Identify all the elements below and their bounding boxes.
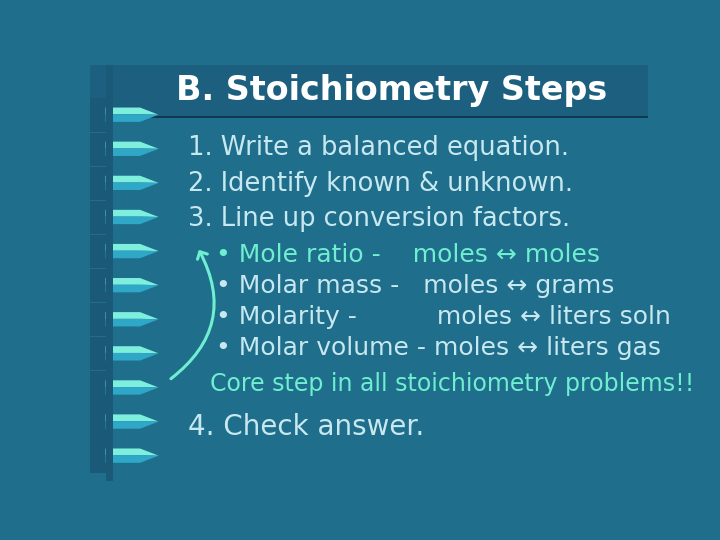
Polygon shape — [106, 319, 158, 326]
FancyBboxPatch shape — [90, 235, 106, 268]
Text: 3. Line up conversion factors.: 3. Line up conversion factors. — [188, 206, 570, 233]
Text: B. Stoichiometry Steps: B. Stoichiometry Steps — [176, 75, 608, 107]
FancyBboxPatch shape — [90, 201, 106, 234]
FancyBboxPatch shape — [90, 65, 648, 116]
Polygon shape — [106, 210, 158, 217]
Polygon shape — [106, 278, 158, 285]
Polygon shape — [106, 387, 158, 395]
Text: 1. Write a balanced equation.: 1. Write a balanced equation. — [188, 135, 569, 161]
Polygon shape — [106, 353, 158, 361]
FancyBboxPatch shape — [90, 303, 106, 336]
Polygon shape — [106, 176, 158, 183]
Polygon shape — [106, 312, 158, 319]
Polygon shape — [106, 141, 158, 149]
Polygon shape — [106, 148, 158, 156]
Text: Core step in all stoichiometry problems!!: Core step in all stoichiometry problems!… — [210, 372, 694, 396]
Polygon shape — [106, 244, 158, 251]
FancyBboxPatch shape — [90, 167, 106, 200]
Polygon shape — [106, 421, 158, 429]
Polygon shape — [106, 114, 158, 122]
Polygon shape — [106, 251, 158, 258]
Polygon shape — [106, 217, 158, 224]
FancyBboxPatch shape — [90, 116, 648, 118]
Text: 2. Identify known & unknown.: 2. Identify known & unknown. — [188, 171, 572, 197]
FancyBboxPatch shape — [106, 65, 114, 481]
Text: • Molarity -          moles ↔ liters soln: • Molarity - moles ↔ liters soln — [215, 305, 670, 329]
Polygon shape — [106, 285, 158, 292]
Text: 4. Check answer.: 4. Check answer. — [188, 414, 424, 441]
Polygon shape — [106, 449, 158, 456]
Polygon shape — [106, 455, 158, 463]
FancyBboxPatch shape — [90, 98, 106, 132]
Polygon shape — [106, 183, 158, 190]
Polygon shape — [106, 414, 158, 422]
Text: • Molar volume - moles ↔ liters gas: • Molar volume - moles ↔ liters gas — [215, 335, 660, 360]
FancyBboxPatch shape — [90, 440, 106, 472]
Polygon shape — [106, 380, 158, 388]
FancyBboxPatch shape — [90, 337, 106, 370]
FancyBboxPatch shape — [90, 371, 106, 404]
Polygon shape — [106, 107, 158, 114]
Text: • Molar mass -   moles ↔ grams: • Molar mass - moles ↔ grams — [215, 274, 614, 298]
FancyBboxPatch shape — [90, 133, 106, 166]
Polygon shape — [106, 346, 158, 353]
Text: • Mole ratio -    moles ↔ moles: • Mole ratio - moles ↔ moles — [215, 243, 600, 267]
FancyBboxPatch shape — [90, 269, 106, 302]
FancyBboxPatch shape — [90, 406, 106, 438]
